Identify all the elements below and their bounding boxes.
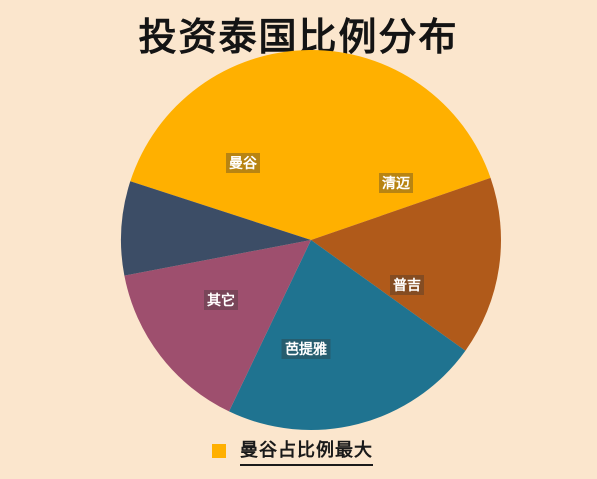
slice-label: 曼谷 [229,156,258,172]
pie-slice [130,50,491,240]
legend: 曼谷占比例最大 [212,436,373,466]
pie-slices [121,50,501,431]
slice-label: 普吉 [393,277,421,294]
slice-label: 清迈 [382,175,410,192]
slice-label: 其它 [207,292,235,309]
legend-text: 曼谷占比例最大 [240,436,373,466]
pie-slice [311,177,501,351]
slice-label-box [204,290,238,310]
slice-label-box [226,153,260,173]
pie-slice [124,240,312,412]
slice-label: 芭提雅 [285,341,327,358]
slice-label-box [281,339,331,359]
pie-slice [229,240,466,431]
legend-swatch [212,444,226,458]
slice-label-box [390,275,424,295]
pie-slice [121,181,311,276]
slice-label-box [379,173,413,193]
